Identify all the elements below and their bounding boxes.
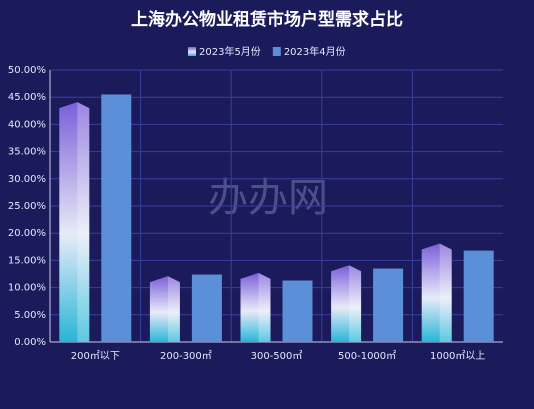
bar (373, 268, 404, 342)
bar (331, 265, 362, 342)
bar (59, 102, 90, 342)
bar (282, 280, 313, 342)
bar-shade (77, 102, 90, 342)
bar-shade (439, 243, 452, 342)
legend-swatch (272, 47, 281, 56)
watermark: 办办网 (208, 175, 328, 221)
x-tick-label: 1000㎡以上 (430, 350, 485, 362)
y-tick-label: 50.00% (8, 65, 46, 76)
y-tick-label: 20.00% (8, 228, 46, 239)
x-tick-label: 300-500㎡ (251, 350, 303, 362)
bar (149, 276, 180, 342)
y-tick-label: 10.00% (8, 283, 46, 294)
bar (240, 272, 271, 342)
bar (101, 94, 132, 342)
bar (421, 243, 452, 342)
y-tick-label: 5.00% (14, 310, 46, 321)
y-tick-label: 45.00% (8, 92, 46, 103)
bar-shade (258, 272, 271, 342)
y-tick-label: 35.00% (8, 147, 46, 158)
chart-title: 上海办公物业租赁市场户型需求占比 (131, 9, 403, 30)
legend-swatch (188, 47, 196, 56)
y-tick-label: 15.00% (8, 255, 46, 266)
legend-label: 2023年5月份 (199, 45, 261, 58)
legend-label: 2023年4月份 (284, 45, 346, 58)
y-tick-label: 25.00% (8, 201, 46, 212)
y-tick-label: 30.00% (8, 174, 46, 185)
y-tick-label: 0.00% (14, 337, 46, 348)
bar-shade (349, 265, 362, 342)
x-tick-label: 500-1000㎡ (338, 350, 396, 362)
bar (463, 250, 494, 342)
x-tick-label: 200㎡以下 (71, 350, 120, 362)
bar (191, 274, 222, 342)
x-tick-label: 200-300㎡ (160, 350, 212, 362)
y-tick-label: 40.00% (8, 119, 46, 130)
bar-shade (167, 276, 180, 342)
